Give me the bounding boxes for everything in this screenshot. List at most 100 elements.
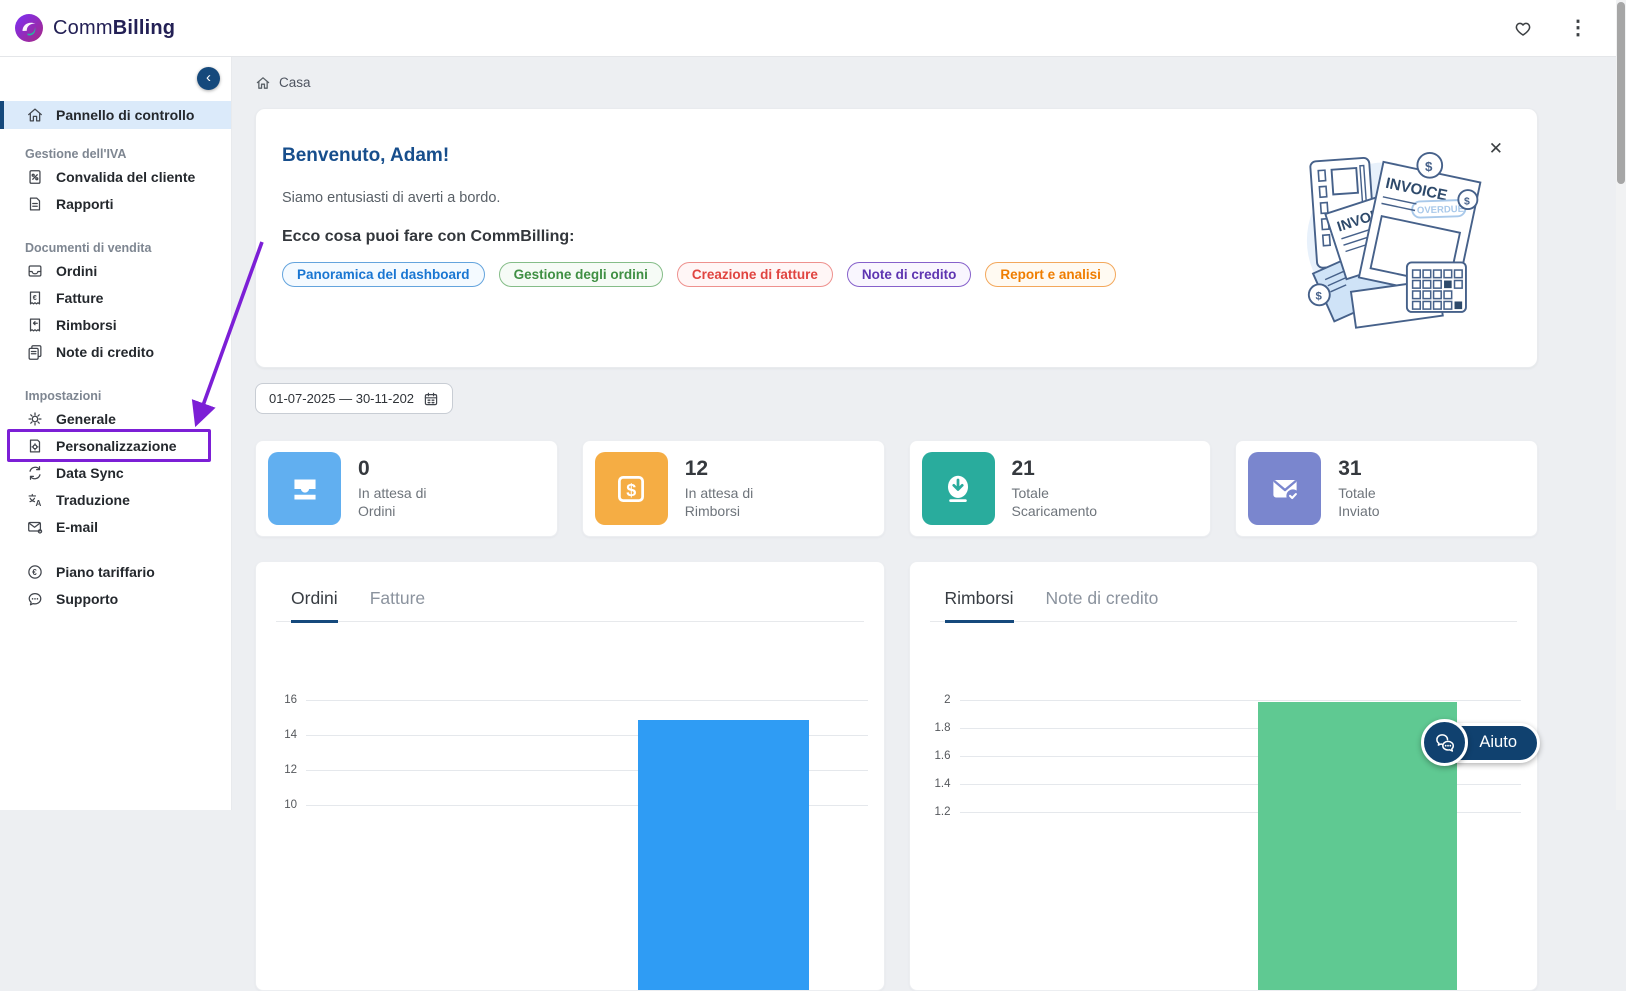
- svg-text:$: $: [1464, 196, 1470, 207]
- y-tick-label: 14: [256, 729, 306, 741]
- stat-value: 31: [1338, 457, 1379, 481]
- sidebar-item-label: Convalida del cliente: [56, 169, 195, 185]
- gear-icon: [25, 410, 44, 428]
- top-bar: CommBilling ⋮: [0, 0, 1626, 57]
- sidebar-collapse-button[interactable]: ‹: [197, 67, 220, 90]
- breadcrumb-label: Casa: [279, 75, 311, 90]
- inbox-icon: [25, 262, 44, 280]
- bar-ordini[interactable]: [638, 720, 810, 991]
- sidebar-item-email[interactable]: E-mail: [0, 513, 231, 540]
- sidebar-item-orders[interactable]: Ordini: [0, 257, 231, 284]
- svg-text:€: €: [32, 292, 36, 301]
- tag-dashboard-overview[interactable]: Panoramica del dashboard: [282, 262, 485, 287]
- sidebar-item-label: Pannello di controllo: [56, 107, 194, 123]
- vertical-scrollbar[interactable]: [1616, 0, 1626, 810]
- welcome-banner: Benvenuto, Adam! Siamo entusiasti di ave…: [255, 108, 1538, 368]
- kebab-menu-icon: ⋮: [1568, 18, 1588, 38]
- y-tick-label: 10: [256, 799, 306, 811]
- sidebar-section-settings: Impostazioni: [0, 387, 231, 405]
- sidebar-item-label: Data Sync: [56, 465, 124, 481]
- inbox-tray-icon: [268, 452, 341, 525]
- date-range-picker[interactable]: 01-07-2025 — 30-11-202: [255, 383, 453, 414]
- sidebar-item-label: Fatture: [56, 290, 103, 306]
- brand-logo[interactable]: CommBilling: [14, 13, 175, 43]
- svg-text:€: €: [32, 567, 37, 576]
- sidebar-item-label: E-mail: [56, 519, 98, 535]
- sidebar-item-invoices[interactable]: € Fatture: [0, 284, 231, 311]
- mail-gear-icon: [25, 518, 44, 536]
- y-tick-label: 1.4: [910, 778, 960, 790]
- download-circle-icon: [922, 452, 995, 525]
- calculator-graphic: [1407, 262, 1466, 312]
- date-range-value: 01-07-2025 — 30-11-202: [269, 391, 414, 406]
- sidebar-item-credit-notes[interactable]: Note di credito: [0, 338, 231, 365]
- sidebar-item-support[interactable]: Supporto: [0, 585, 231, 612]
- euro-circle-icon: €: [25, 563, 44, 581]
- sidebar-item-dashboard[interactable]: Pannello di controllo: [0, 101, 231, 129]
- y-tick-label: 1.2: [910, 806, 960, 818]
- brand-swirl-icon: [14, 13, 44, 43]
- svg-text:$: $: [627, 479, 637, 499]
- svg-text:$: $: [1315, 291, 1322, 303]
- help-button-label: Aiuto: [1479, 733, 1517, 752]
- document-icon: [25, 195, 44, 213]
- document-percent-icon: [25, 168, 44, 186]
- tag-credit-notes[interactable]: Note di credito: [847, 262, 972, 287]
- favorite-button[interactable]: [1510, 15, 1536, 41]
- receipt-return-icon: [25, 316, 44, 334]
- tag-order-management[interactable]: Gestione degli ordini: [499, 262, 663, 287]
- tag-invoice-creation[interactable]: Creazione di fatture: [677, 262, 833, 287]
- sidebar-section-sales-docs: Documenti di vendita: [0, 239, 231, 257]
- sidebar-item-personalization[interactable]: Personalizzazione: [0, 432, 231, 459]
- plot-area: 16 14 12 10: [256, 562, 884, 990]
- sidebar-item-refunds[interactable]: Rimborsi: [0, 311, 231, 338]
- stat-value: 21: [1012, 457, 1098, 481]
- sidebar-item-label: Personalizzazione: [56, 438, 177, 454]
- main-content: Casa Benvenuto, Adam! Siamo entusiasti d…: [232, 57, 1626, 810]
- sidebar-item-label: Rapporti: [56, 196, 114, 212]
- sidebar-item-data-sync[interactable]: Data Sync: [0, 459, 231, 486]
- sidebar-item-translation[interactable]: A Traduzione: [0, 486, 231, 513]
- y-tick-label: 16: [256, 694, 306, 706]
- sidebar-item-customer-validation[interactable]: Convalida del cliente: [0, 163, 231, 190]
- home-icon: [25, 106, 44, 124]
- support-chat-icon: [25, 590, 44, 608]
- chevron-left-icon: ‹: [206, 70, 211, 85]
- sidebar-item-label: Rimborsi: [56, 317, 117, 333]
- y-tick-label: 1.8: [910, 722, 960, 734]
- sidebar-item-general[interactable]: Generale: [0, 405, 231, 432]
- sync-icon: [25, 464, 44, 482]
- y-tick-label: 2: [910, 694, 960, 706]
- y-tick-label: 12: [256, 764, 306, 776]
- help-widget: Aiuto: [1421, 719, 1540, 766]
- svg-text:$: $: [1425, 159, 1433, 174]
- home-icon: [255, 75, 271, 91]
- sidebar: ‹ Pannello di controllo Gestione dell'IV…: [0, 57, 232, 810]
- sidebar-item-pricing-plan[interactable]: € Piano tariffario: [0, 558, 231, 585]
- sidebar-item-label: Piano tariffario: [56, 564, 155, 580]
- more-options-button[interactable]: ⋮: [1566, 16, 1590, 40]
- sidebar-item-label: Supporto: [56, 591, 118, 607]
- tag-reports-analysis[interactable]: Report e analisi: [985, 262, 1116, 287]
- translate-icon: A: [25, 491, 44, 509]
- banner-close-button[interactable]: ✕: [1483, 139, 1509, 158]
- breadcrumb[interactable]: Casa: [255, 57, 1538, 108]
- dollar-square-icon: $: [595, 452, 668, 525]
- heart-icon: [1512, 17, 1534, 39]
- scrollbar-thumb[interactable]: [1617, 2, 1625, 184]
- sidebar-item-reports[interactable]: Rapporti: [0, 190, 231, 217]
- mail-check-icon: [1248, 452, 1321, 525]
- calendar-icon: [423, 391, 439, 407]
- stat-value: 12: [685, 457, 754, 481]
